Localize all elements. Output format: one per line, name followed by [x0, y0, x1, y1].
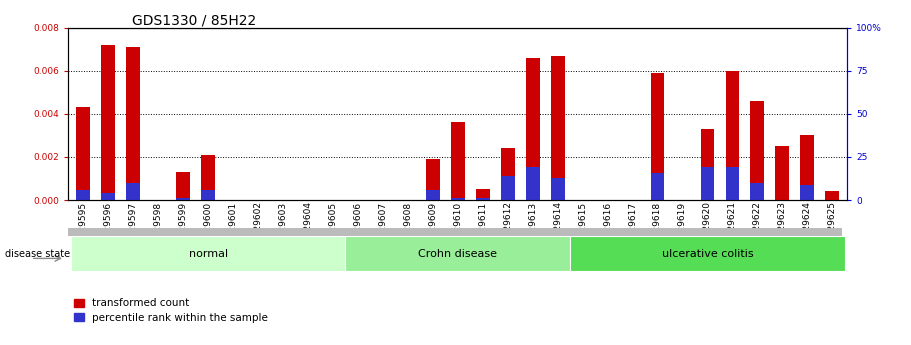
Bar [551, 178, 565, 200]
Bar [701, 129, 714, 200]
Bar [650, 73, 664, 200]
Text: normal: normal [189, 249, 228, 258]
Bar [345, 236, 570, 271]
Bar [476, 189, 489, 200]
Bar [501, 176, 515, 200]
Bar [801, 136, 814, 200]
Bar [526, 58, 539, 200]
Bar [476, 198, 489, 200]
Bar [751, 183, 764, 200]
Bar [501, 148, 515, 200]
Bar [775, 146, 789, 200]
Bar [201, 190, 215, 200]
Bar [127, 47, 140, 200]
Bar [526, 167, 539, 200]
Bar [570, 236, 844, 271]
Bar [825, 191, 839, 200]
Text: ulcerative colitis: ulcerative colitis [661, 249, 753, 258]
Bar [101, 45, 115, 200]
Bar [127, 183, 140, 200]
Legend: transformed count, percentile rank within the sample: transformed count, percentile rank withi… [74, 298, 268, 323]
Bar [650, 172, 664, 200]
Bar [801, 185, 814, 200]
Bar [177, 198, 190, 200]
Bar [451, 122, 465, 200]
Bar [751, 101, 764, 200]
Bar [451, 198, 465, 200]
Bar [551, 56, 565, 200]
Bar [71, 236, 345, 271]
Bar [426, 159, 440, 200]
Bar [426, 190, 440, 200]
Bar [101, 193, 115, 200]
Bar [725, 167, 739, 200]
Text: disease state: disease state [5, 249, 69, 258]
Text: Crohn disease: Crohn disease [418, 249, 497, 258]
Bar [701, 167, 714, 200]
Bar [725, 71, 739, 200]
Bar [77, 107, 90, 200]
Text: GDS1330 / 85H22: GDS1330 / 85H22 [132, 14, 256, 28]
Bar [201, 155, 215, 200]
Bar [177, 172, 190, 200]
Bar [77, 190, 90, 200]
